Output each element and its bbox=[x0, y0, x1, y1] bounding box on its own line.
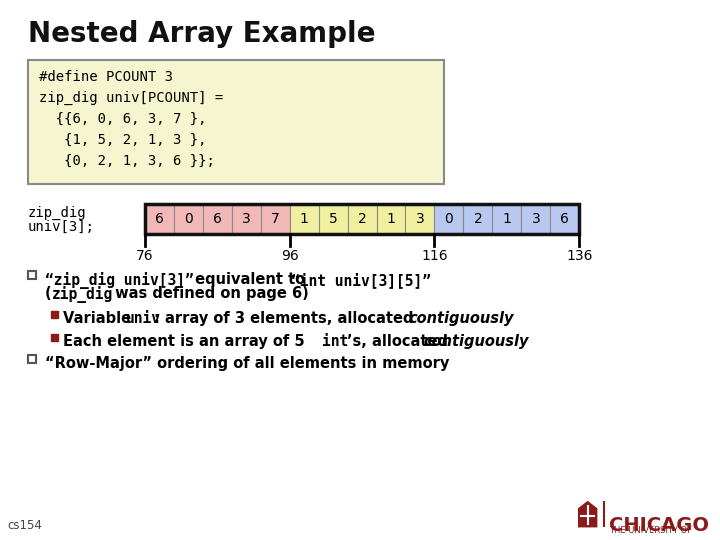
Text: “Row-Major” ordering of all elements in memory: “Row-Major” ordering of all elements in … bbox=[45, 356, 449, 370]
FancyBboxPatch shape bbox=[289, 204, 318, 234]
Text: {{6, 0, 6, 3, 7 },: {{6, 0, 6, 3, 7 }, bbox=[40, 112, 207, 126]
Text: 0: 0 bbox=[444, 212, 454, 226]
Text: 3: 3 bbox=[242, 212, 251, 226]
Text: cs154: cs154 bbox=[7, 519, 42, 532]
Text: was defined on page 6): was defined on page 6) bbox=[110, 286, 309, 301]
FancyBboxPatch shape bbox=[145, 204, 174, 234]
Text: contiguously: contiguously bbox=[423, 334, 528, 349]
Text: Nested Array Example: Nested Array Example bbox=[28, 20, 376, 48]
FancyBboxPatch shape bbox=[492, 204, 521, 234]
Text: 96: 96 bbox=[281, 249, 299, 263]
Text: {0, 2, 1, 3, 6 }};: {0, 2, 1, 3, 6 }}; bbox=[40, 153, 215, 167]
Text: 136: 136 bbox=[566, 249, 593, 263]
Text: 2: 2 bbox=[474, 212, 482, 226]
FancyBboxPatch shape bbox=[51, 334, 58, 341]
FancyBboxPatch shape bbox=[28, 355, 35, 363]
Text: 7: 7 bbox=[271, 212, 279, 226]
FancyBboxPatch shape bbox=[261, 204, 289, 234]
FancyBboxPatch shape bbox=[521, 204, 550, 234]
Text: 1: 1 bbox=[503, 212, 511, 226]
Text: “zip_dig univ[3]”: “zip_dig univ[3]” bbox=[45, 272, 194, 289]
Text: equivalent to: equivalent to bbox=[189, 272, 310, 287]
Text: 6: 6 bbox=[213, 212, 222, 226]
Text: univ[3];: univ[3]; bbox=[28, 220, 95, 234]
FancyBboxPatch shape bbox=[203, 204, 232, 234]
Text: 3: 3 bbox=[531, 212, 540, 226]
FancyBboxPatch shape bbox=[174, 204, 203, 234]
Text: Each element is an array of 5: Each element is an array of 5 bbox=[63, 334, 310, 349]
FancyBboxPatch shape bbox=[405, 204, 434, 234]
Text: 116: 116 bbox=[421, 249, 448, 263]
Text: {1, 5, 2, 1, 3 },: {1, 5, 2, 1, 3 }, bbox=[40, 132, 207, 146]
Text: 6: 6 bbox=[155, 212, 163, 226]
Text: #define PCOUNT 3: #define PCOUNT 3 bbox=[40, 70, 174, 84]
Text: 5: 5 bbox=[329, 212, 338, 226]
Text: contiguously: contiguously bbox=[408, 311, 514, 326]
FancyBboxPatch shape bbox=[28, 60, 444, 184]
FancyBboxPatch shape bbox=[377, 204, 405, 234]
Text: THE UNIVERSITY OF: THE UNIVERSITY OF bbox=[609, 526, 692, 535]
Text: zip_dig univ[PCOUNT] =: zip_dig univ[PCOUNT] = bbox=[40, 91, 223, 105]
Text: CHICAGO: CHICAGO bbox=[609, 516, 709, 535]
FancyBboxPatch shape bbox=[28, 271, 35, 279]
FancyBboxPatch shape bbox=[318, 204, 348, 234]
Text: Variable: Variable bbox=[63, 311, 136, 326]
Polygon shape bbox=[577, 500, 598, 528]
Text: “int univ[3][5]”: “int univ[3][5]” bbox=[291, 272, 431, 288]
Text: zip_dig: zip_dig bbox=[28, 206, 86, 220]
Text: 1: 1 bbox=[300, 212, 309, 226]
FancyBboxPatch shape bbox=[232, 204, 261, 234]
Text: zip_dig: zip_dig bbox=[53, 286, 114, 303]
Text: 76: 76 bbox=[136, 249, 153, 263]
Text: 3: 3 bbox=[415, 212, 424, 226]
Text: 6: 6 bbox=[560, 212, 570, 226]
Text: ’s, allocated: ’s, allocated bbox=[346, 334, 453, 349]
FancyBboxPatch shape bbox=[51, 311, 58, 318]
FancyBboxPatch shape bbox=[550, 204, 580, 234]
Text: int: int bbox=[323, 334, 348, 349]
Text: 2: 2 bbox=[358, 212, 366, 226]
FancyBboxPatch shape bbox=[434, 204, 464, 234]
Text: : array of 3 elements, allocated: : array of 3 elements, allocated bbox=[154, 311, 419, 326]
Text: 0: 0 bbox=[184, 212, 193, 226]
FancyBboxPatch shape bbox=[348, 204, 377, 234]
Text: (: ( bbox=[45, 286, 51, 301]
FancyBboxPatch shape bbox=[464, 204, 492, 234]
Text: 1: 1 bbox=[387, 212, 395, 226]
Text: univ: univ bbox=[126, 311, 161, 326]
